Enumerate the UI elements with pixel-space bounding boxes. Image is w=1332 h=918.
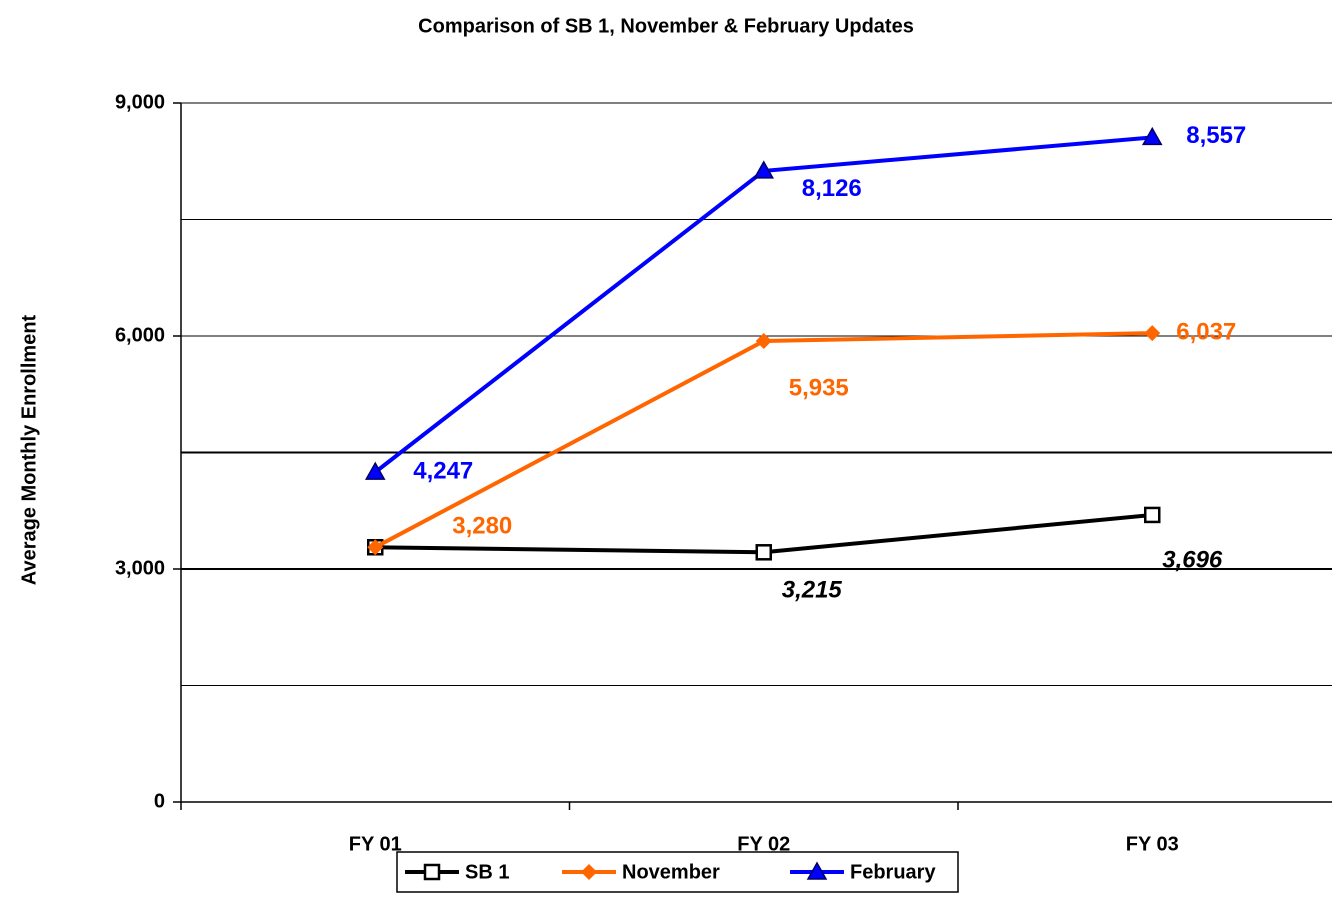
series-line <box>374 135 1153 474</box>
marker <box>367 539 384 556</box>
chart-title: Comparison of SB 1, November & February … <box>418 15 914 37</box>
legend-box <box>396 851 959 893</box>
y-axis-title: Average Monthly Enrollment <box>18 314 40 585</box>
marker <box>423 863 441 881</box>
data-label: 8,557 <box>1186 122 1246 149</box>
marker <box>755 333 772 350</box>
data-label: 3,215 <box>782 577 843 604</box>
data-label: 3,280 <box>452 513 512 540</box>
marker <box>755 544 772 561</box>
y-tick-label: 0 <box>154 790 165 812</box>
legend-label: November <box>622 861 720 883</box>
marker <box>806 861 828 880</box>
marker <box>364 461 386 480</box>
legend-label: February <box>850 861 936 883</box>
marker <box>1141 126 1163 146</box>
marker <box>1144 506 1161 524</box>
y-tick-label: 3,000 <box>115 557 165 579</box>
y-tick-label: 6,000 <box>115 324 165 346</box>
y-tick-label: 9,000 <box>115 91 165 113</box>
data-label: 3,696 <box>1162 546 1223 573</box>
legend-label: SB 1 <box>465 861 509 883</box>
marker <box>581 864 597 880</box>
marker <box>753 160 775 179</box>
x-tick-label: FY 01 <box>349 833 402 855</box>
data-label: 8,126 <box>802 175 862 202</box>
data-label: 5,935 <box>789 374 849 401</box>
data-label: 6,037 <box>1176 318 1236 345</box>
marker <box>1144 325 1161 342</box>
data-label: 4,247 <box>413 457 473 484</box>
x-tick-label: FY 03 <box>1126 833 1179 855</box>
x-tick-label: FY 02 <box>737 833 790 855</box>
